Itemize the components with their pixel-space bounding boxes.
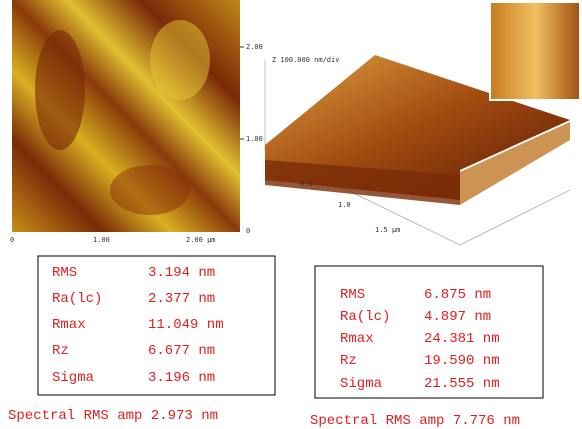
metric-value: 6.677 nm (148, 343, 215, 359)
y-tick-label: 0 (246, 227, 250, 235)
metric-label: Ra(lc) (340, 309, 390, 325)
metric-label: Sigma (52, 370, 94, 386)
metric-value: 21.555 nm (424, 376, 500, 392)
metric-label: RMS (340, 287, 365, 303)
metric-value: 11.049 nm (148, 317, 224, 333)
metric-label: Rmax (340, 331, 374, 347)
metric-label: Rz (340, 353, 357, 369)
metric-value: 3.194 nm (148, 265, 215, 281)
afm-feature (35, 30, 85, 150)
metric-label: Ra(lc) (52, 291, 102, 307)
metric-value: 19.590 nm (424, 353, 500, 369)
metric-value: 6.875 nm (424, 287, 491, 303)
metric-label: Sigma (340, 376, 382, 392)
afm-inset (490, 2, 580, 100)
afm-feature (150, 20, 210, 100)
figure: 2.00 1.00 0 0 1.00 2.00 µm Z 100.000 nm/… (0, 0, 582, 429)
metric-label: Rz (52, 343, 69, 359)
metric-value: 24.381 nm (424, 331, 500, 347)
metric-value: 3.196 nm (148, 370, 215, 386)
metric-label: Rmax (52, 317, 86, 333)
axis-tick-label: 1.0 (338, 201, 351, 209)
metric-value: 4.897 nm (424, 309, 491, 325)
tables: RMS 3.194 nm Ra(lc) 2.377 nm Rmax 11.049 nm Rz… (8, 265, 520, 429)
spectral-rms: Spectral RMS amp 2.973 nm (8, 408, 218, 424)
axis-tick-label: 1.5 µm (375, 226, 400, 234)
axis-tick-label: 0.5 (300, 180, 313, 188)
spectral-rms: Spectral RMS amp 7.776 nm (310, 413, 520, 429)
y-tick-label: 2.00 (246, 43, 263, 51)
metric-value: 2.377 nm (148, 291, 215, 307)
afm-feature (110, 165, 190, 215)
y-tick-label: 1.00 (246, 135, 263, 143)
x-tick-label: 1.00 (93, 236, 110, 244)
z-scale-label: Z 100.000 nm/div (272, 56, 339, 64)
x-tick-label: 0 (10, 236, 14, 244)
metric-label: RMS (52, 265, 77, 281)
x-tick-label: 2.00 µm (186, 236, 216, 244)
